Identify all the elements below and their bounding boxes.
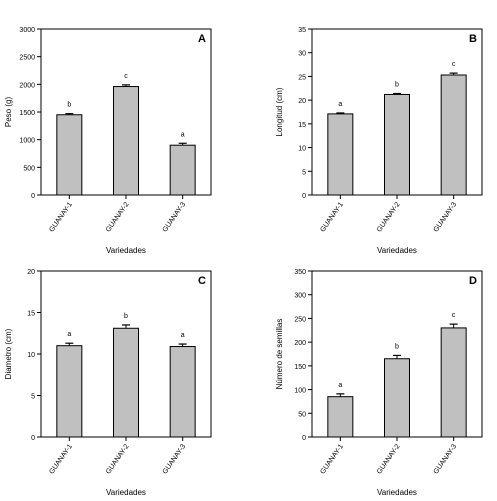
y-axis-title: Diametro (cm) bbox=[4, 328, 13, 379]
panel-letter: B bbox=[469, 33, 477, 45]
x-axis-title: Variedades bbox=[377, 488, 417, 497]
significance-letter: a bbox=[67, 331, 71, 338]
bar bbox=[384, 358, 410, 438]
significance-letter: a bbox=[181, 131, 185, 138]
x-tick-label: GUANAY-1 bbox=[319, 443, 345, 475]
x-tick-label: GUANAY-3 bbox=[433, 443, 459, 475]
y-tick-label: 2000 bbox=[19, 82, 35, 89]
bar bbox=[440, 74, 467, 196]
bar bbox=[327, 396, 354, 438]
bar bbox=[56, 114, 83, 196]
y-tick-label: 350 bbox=[294, 269, 306, 276]
bar bbox=[56, 345, 83, 438]
significance-letter: b bbox=[395, 82, 399, 89]
chart-panel-c: 0 5 10 15 20 Diametro (cm) Ca GUANAY-1 b GUANAY-2… bbox=[4, 269, 212, 497]
x-tick-label: GUANAY-3 bbox=[433, 201, 459, 233]
x-tick-label: GUANAY-3 bbox=[162, 201, 188, 233]
y-axis-title: Número de semillas bbox=[275, 319, 284, 390]
y-tick-label: 3000 bbox=[19, 27, 35, 34]
significance-letter: c bbox=[124, 73, 128, 80]
significance-letter: b bbox=[67, 102, 71, 109]
y-tick-label: 35 bbox=[298, 27, 306, 34]
significance-letter: a bbox=[338, 101, 342, 108]
chart-panel-b: 0 5 10 15 20 25 30 35 Longitud (cm) Ba GUANAY-1 b GU… bbox=[275, 27, 483, 255]
significance-letter: b bbox=[395, 343, 399, 350]
y-tick-label: 250 bbox=[294, 316, 306, 323]
chart-panel-d: 0 50 100 150 200 250 300 350 Número de semillas D… bbox=[275, 269, 483, 497]
y-tick-label: 500 bbox=[23, 165, 35, 172]
x-tick-label: GUANAY-2 bbox=[105, 201, 131, 233]
significance-letter: a bbox=[338, 382, 342, 389]
bar bbox=[440, 327, 467, 438]
significance-letter: c bbox=[452, 61, 456, 68]
panel-letter: A bbox=[198, 33, 206, 45]
x-tick-label: GUANAY-3 bbox=[162, 443, 188, 475]
panel-letter: C bbox=[198, 275, 206, 287]
x-axis-title: Variedades bbox=[106, 246, 146, 255]
significance-letter: c bbox=[452, 312, 456, 319]
significance-letter: b bbox=[124, 313, 128, 320]
y-tick-label: 0 bbox=[302, 193, 306, 200]
y-axis-title: Longitud (cm) bbox=[275, 87, 284, 136]
y-tick-label: 20 bbox=[298, 98, 306, 105]
y-tick-label: 30 bbox=[298, 51, 306, 58]
y-tick-label: 25 bbox=[298, 74, 306, 81]
y-tick-label: 0 bbox=[31, 193, 35, 200]
x-tick-label: GUANAY-1 bbox=[48, 443, 74, 475]
x-tick-label: GUANAY-2 bbox=[376, 443, 402, 475]
y-tick-label: 15 bbox=[298, 122, 306, 129]
x-tick-label: GUANAY-2 bbox=[376, 201, 402, 233]
y-tick-label: 10 bbox=[27, 352, 35, 359]
x-tick-label: GUANAY-1 bbox=[48, 201, 74, 233]
y-tick-label: 5 bbox=[302, 169, 306, 176]
x-tick-label: GUANAY-1 bbox=[319, 201, 345, 233]
bar bbox=[169, 144, 196, 196]
y-tick-label: 2500 bbox=[19, 55, 35, 62]
x-axis-title: Variedades bbox=[377, 246, 417, 255]
bar bbox=[113, 86, 139, 196]
bar bbox=[327, 113, 354, 196]
y-tick-label: 300 bbox=[294, 293, 306, 300]
x-tick-label: GUANAY-2 bbox=[105, 443, 131, 475]
chart-panel-a: 0 500 1000 1500 2000 2500 3000 Peso (g) Ab GUANAY… bbox=[4, 27, 212, 255]
y-tick-label: 0 bbox=[302, 435, 306, 442]
y-tick-label: 150 bbox=[294, 364, 306, 371]
panel-letter: D bbox=[469, 275, 477, 287]
y-tick-label: 15 bbox=[27, 311, 35, 318]
y-tick-label: 0 bbox=[31, 435, 35, 442]
bar bbox=[384, 93, 410, 196]
y-tick-label: 50 bbox=[298, 411, 306, 418]
y-tick-label: 10 bbox=[298, 146, 306, 153]
y-tick-label: 1500 bbox=[19, 110, 35, 117]
y-tick-label: 1000 bbox=[19, 138, 35, 145]
y-tick-label: 200 bbox=[294, 340, 306, 347]
y-axis-title: Peso (g) bbox=[4, 97, 13, 128]
significance-letter: a bbox=[181, 332, 185, 339]
y-tick-label: 100 bbox=[294, 388, 306, 395]
y-tick-label: 20 bbox=[27, 269, 35, 276]
bar bbox=[113, 327, 139, 438]
y-tick-label: 5 bbox=[31, 394, 35, 401]
bar bbox=[169, 346, 196, 438]
x-axis-title: Variedades bbox=[106, 488, 146, 497]
